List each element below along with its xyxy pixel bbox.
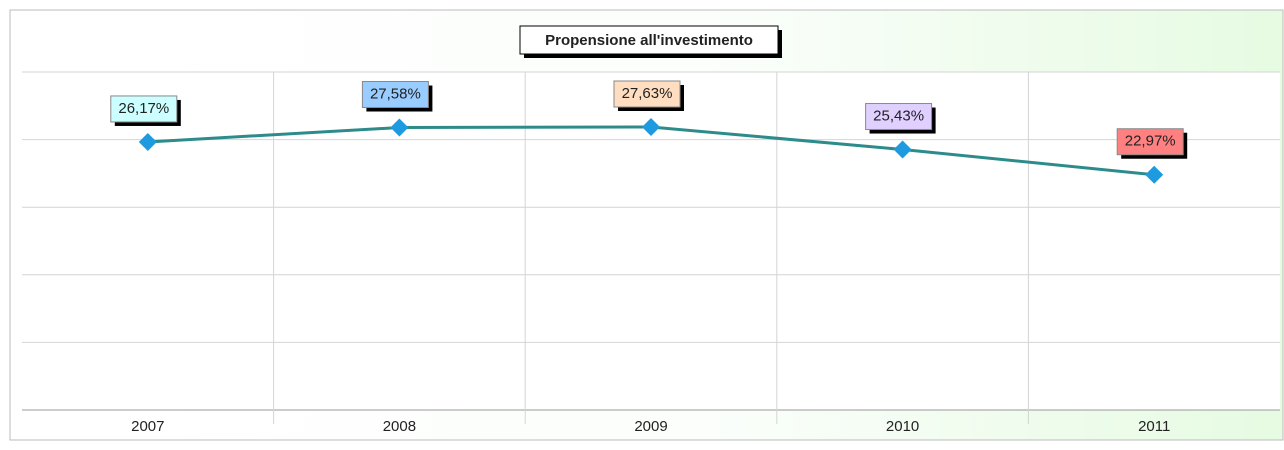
marker bbox=[138, 132, 157, 151]
value-label-box bbox=[110, 95, 178, 123]
value-label: 26,17% bbox=[118, 100, 169, 117]
value-label-box bbox=[361, 81, 429, 109]
value-label-box bbox=[865, 103, 933, 131]
x-tick-label: 2008 bbox=[383, 418, 416, 435]
marker bbox=[642, 118, 660, 137]
value-label: 22,97% bbox=[1125, 133, 1176, 150]
value-label: 25,43% bbox=[873, 108, 924, 125]
x-tick-label: 2009 bbox=[634, 418, 667, 435]
value-label: 27,58% bbox=[370, 85, 421, 102]
value-label-box bbox=[1116, 128, 1184, 156]
title-box bbox=[519, 25, 779, 55]
marker bbox=[390, 118, 409, 137]
x-tick-label: 2011 bbox=[1138, 418, 1170, 435]
x-tick-label: 2010 bbox=[886, 418, 919, 435]
chart-title: Propensione all'investimento bbox=[545, 32, 753, 49]
marker bbox=[1145, 165, 1164, 184]
x-tick-label: 2007 bbox=[131, 418, 164, 435]
marker bbox=[893, 140, 912, 159]
plot-area: 2007 2008 2009 2010 2011 26,17% 27,58% 27,63% 25… bbox=[22, 71, 1280, 435]
value-label: 27,63% bbox=[622, 85, 673, 102]
value-label-box bbox=[613, 80, 681, 108]
